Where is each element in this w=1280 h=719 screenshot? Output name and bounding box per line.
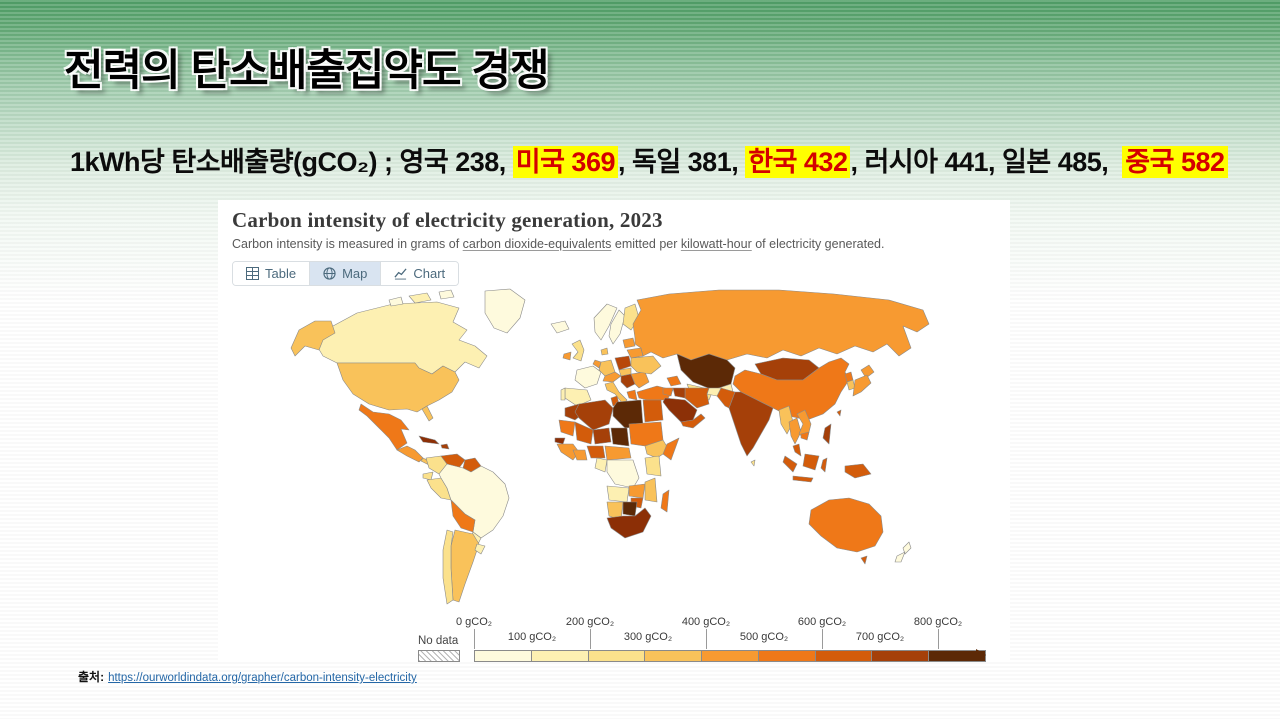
legend-color-bar [474,649,986,662]
legend-tick [474,629,475,649]
country-argentina [450,529,480,603]
country-australia [808,497,884,553]
page-title: 전력의 탄소배출집약도 경쟁 [64,47,550,95]
tab-chart[interactable]: Chart [380,262,459,285]
country-greenland [484,288,526,334]
legend-tick [938,629,939,649]
legend-tick-label: 800 gCO₂ [913,616,963,628]
legend-tick-label: 400 gCO₂ [681,616,731,628]
source-label: 출처: [78,670,105,684]
country-alaska [290,320,336,357]
no-data-swatch [418,650,460,662]
country-botswana [622,501,638,517]
country-china [732,357,850,421]
chart-icon [394,268,407,280]
legend-bin [587,651,645,661]
country-japan [860,364,875,379]
owid-chart-panel: Carbon intensity of electricity generati… [218,200,1010,662]
source-citation: 출처: https://ourworldindata.org/grapher/ca… [78,668,417,685]
legend-bin [644,651,702,661]
legend-tick-label: 300 gCO₂ [623,631,673,643]
source-link[interactable]: https://ourworldindata.org/grapher/carbo… [108,672,417,684]
country-chile [442,529,454,605]
chart-subtitle: Carbon intensity is measured in grams of… [232,237,996,251]
country-ukraine [630,355,662,375]
legend-bin [701,651,758,661]
country-russia [632,289,930,361]
country-mexico [358,403,410,451]
country-dr-congo [606,459,640,489]
world-map [290,288,930,605]
legend-arrow [976,649,986,661]
legend-tick-label: 700 gCO₂ [855,631,905,643]
no-data-label: No data [418,635,459,647]
data-segment: , 독일 381, [617,147,746,177]
country-norway [593,303,618,341]
legend-bin [814,651,872,661]
country-egypt [642,399,664,423]
data-segment: 1kWh당 탄소배출량(gCO₂) ; 영국 238, [70,147,513,177]
subtitle-term-co2eq: carbon dioxide-equivalents [462,237,612,251]
subtitle-segment: of electricity generated. [751,237,885,251]
key-data-line: 1kWh당 탄소배출량(gCO₂) ; 영국 238, 미국 369, 독일 3… [70,140,1230,179]
country-usa [336,362,460,413]
legend-bin [928,651,986,661]
country-algeria [574,399,614,431]
view-switcher: Table Map Chart [232,261,460,286]
legend-bin [530,651,588,661]
country-poland [614,355,632,371]
country-philippines [822,423,832,445]
legend-tick-label: 0 gCO₂ [455,616,493,628]
legend-tick-label: 500 gCO₂ [739,631,789,643]
country-indonesia [782,455,798,473]
legend-bar-area: 0 gCO₂ 200 gCO₂ 400 gCO₂ 600 gCO₂ 800 gC… [456,616,996,662]
chart-title: Carbon intensity of electricity generati… [232,208,663,232]
country-cuba [418,435,440,445]
legend-tick [589,629,591,649]
tab-map[interactable]: Map [309,262,381,285]
legend-bin [871,651,929,661]
country-venezuela [440,453,466,469]
table-icon [246,267,259,280]
legend-tick-label: 600 gCO₂ [797,616,847,628]
country-kazakhstan [676,353,736,391]
subtitle-segment: Carbon intensity is measured in grams of [232,237,463,251]
country-bolivia [450,499,476,533]
tab-label: Chart [413,266,446,281]
country-france [574,365,602,389]
tab-label: Map [342,266,368,281]
country-india [728,391,774,457]
highlight-usa: 미국 369 [512,146,618,178]
country-madagascar [660,489,670,513]
legend-no-data: No data [418,635,460,662]
subtitle-segment: emitted per [611,237,681,251]
country-south-africa [606,507,652,539]
highlight-china: 중국 582 [1122,146,1228,178]
globe-icon [323,267,336,280]
legend-tick-label: 100 gCO₂ [507,631,557,643]
country-uk [571,339,585,362]
tab-table[interactable]: Table [233,262,310,285]
country-nigeria [586,445,606,459]
data-segment: , 러시아 441, 일본 485, [850,147,1123,177]
legend-bin [475,651,531,661]
map-legend: No data 0 gCO₂ 200 gCO₂ 400 gCO₂ 600 gCO… [418,616,996,662]
legend-bin [757,651,815,661]
highlight-korea: 한국 432 [745,146,851,178]
subtitle-term-kwh: kilowatt-hour [680,237,752,251]
legend-tick [705,629,707,649]
map-container [232,288,996,610]
legend-tick [822,629,824,649]
tab-label: Table [265,266,297,281]
legend-tick-label: 200 gCO₂ [565,616,615,628]
